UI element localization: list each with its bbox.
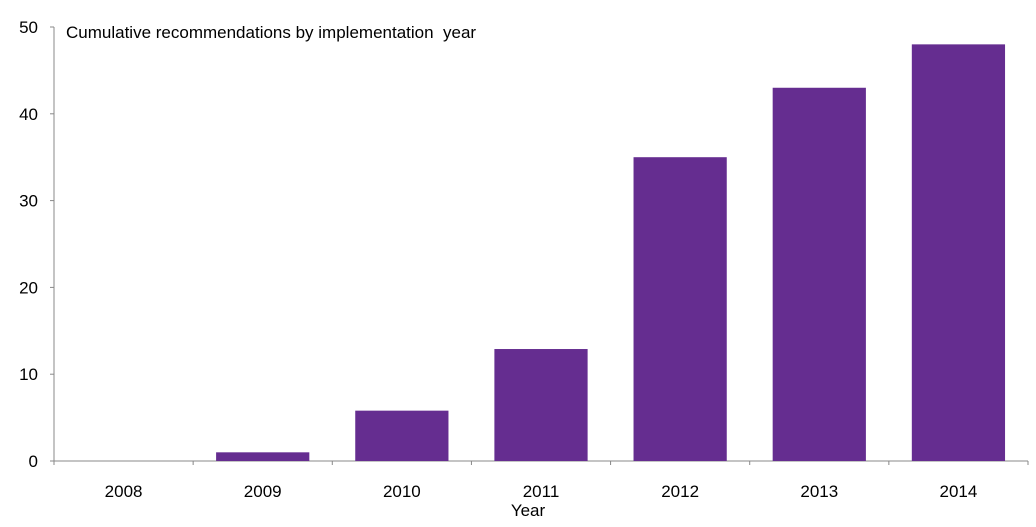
x-tick-label: 2012	[661, 482, 699, 501]
y-tick-label: 20	[19, 278, 38, 297]
y-tick-label: 40	[19, 105, 38, 124]
x-tick-label: 2008	[105, 482, 143, 501]
chart-title: Cumulative recommendations by implementa…	[66, 23, 476, 42]
bar-2012	[633, 157, 727, 461]
x-tick-label: 2011	[523, 482, 560, 501]
bar-2013	[772, 87, 866, 461]
x-tick-label: 2014	[940, 482, 978, 501]
y-tick-label: 0	[29, 452, 38, 471]
bar-2011	[494, 349, 588, 461]
bar-2010	[355, 410, 449, 461]
x-axis-label: Year	[511, 501, 546, 520]
y-axis-ticks: 0 10 20 30 40 50	[19, 18, 54, 471]
x-axis-ticks: 2008 2009 2010 2011 2012 2013 2014	[53, 461, 1029, 501]
x-tick-label: 2009	[244, 482, 282, 501]
x-tick-label: 2013	[800, 482, 838, 501]
bar-2014	[911, 44, 1006, 462]
y-tick-label: 10	[19, 365, 38, 384]
bars	[216, 44, 1006, 462]
bar-2009	[216, 452, 310, 461]
y-tick-label: 50	[19, 18, 38, 37]
x-tick-label: 2010	[383, 482, 421, 501]
y-tick-label: 30	[19, 192, 38, 211]
